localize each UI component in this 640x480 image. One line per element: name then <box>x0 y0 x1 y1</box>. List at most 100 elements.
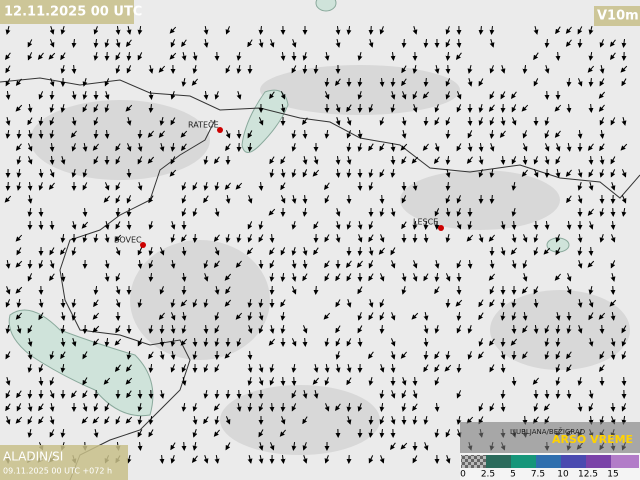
wind-arrow <box>181 208 187 217</box>
wind-arrow <box>357 143 363 152</box>
wind-arrow <box>181 246 187 256</box>
wind-arrow <box>181 143 187 152</box>
wind-arrow <box>82 403 88 412</box>
wind-arrow <box>467 130 473 139</box>
wind-arrow <box>555 234 561 243</box>
wind-arrow <box>412 376 418 386</box>
wind-arrow <box>280 299 286 308</box>
wind-arrow <box>544 156 550 165</box>
wind-arrow <box>15 78 22 86</box>
wind-arrow <box>610 260 616 269</box>
wind-arrow <box>236 51 242 61</box>
wind-arrow <box>92 325 100 333</box>
wind-arrow <box>104 78 110 87</box>
wind-arrow <box>93 403 99 412</box>
legend-swatch <box>536 455 561 468</box>
wind-arrow <box>137 338 143 347</box>
wind-arrow <box>346 338 352 347</box>
wind-arrow <box>599 129 605 139</box>
wind-arrow <box>423 273 429 282</box>
wind-arrow <box>302 455 308 464</box>
wind-arrow <box>269 377 275 386</box>
wind-arrow <box>60 363 66 373</box>
wind-arrow <box>577 169 583 178</box>
wind-arrow <box>477 351 484 359</box>
wind-arrow <box>522 351 528 360</box>
wind-arrow <box>324 403 330 412</box>
wind-arrow <box>302 194 308 204</box>
wind-arrow <box>434 325 440 334</box>
wind-arrow <box>411 312 419 320</box>
wind-arrow <box>291 338 297 347</box>
legend-swatch <box>561 455 586 468</box>
wind-arrow <box>258 442 264 451</box>
wind-arrow <box>27 350 33 360</box>
wind-arrow <box>379 207 385 217</box>
wind-arrow <box>203 273 209 282</box>
wind-arrow <box>82 104 88 113</box>
wind-arrow <box>390 208 396 217</box>
wind-arrow <box>500 402 506 412</box>
wind-arrow <box>621 207 627 217</box>
wind-arrow <box>137 429 143 438</box>
wind-arrow <box>82 234 88 243</box>
wind-arrow <box>258 325 264 334</box>
town-dot <box>438 225 444 231</box>
wind-arrow <box>126 143 132 152</box>
wind-arrow <box>181 182 187 191</box>
wind-arrow <box>566 364 572 373</box>
wind-arrow <box>82 142 88 152</box>
wind-arrow <box>478 312 484 321</box>
wind-arrow <box>401 195 407 204</box>
wind-arrow <box>203 260 209 269</box>
wind-arrow <box>158 65 166 73</box>
wind-arrow <box>313 64 319 74</box>
wind-arrow <box>27 402 33 412</box>
wind-arrow <box>610 234 616 243</box>
wind-arrow <box>191 78 198 86</box>
wind-arrow <box>81 416 89 424</box>
wind-arrow <box>81 221 89 229</box>
wind-arrows <box>4 25 628 464</box>
wind-arrow <box>368 299 374 308</box>
wind-arrow <box>599 169 605 178</box>
wind-arrow <box>478 403 484 412</box>
wind-arrow <box>335 25 341 35</box>
wind-arrow <box>115 25 121 35</box>
wind-arrow <box>422 91 430 99</box>
wind-arrow <box>203 155 209 165</box>
wind-arrow <box>401 377 407 386</box>
wind-arrow <box>423 325 429 334</box>
wind-arrow <box>170 324 176 334</box>
wind-arrow <box>456 260 462 269</box>
wind-arrow <box>214 181 220 191</box>
wind-arrow <box>522 234 528 243</box>
wind-arrow <box>203 455 209 464</box>
wind-arrow <box>115 247 121 256</box>
wind-arrow <box>500 220 506 230</box>
wind-arrow <box>16 403 22 412</box>
wind-arrow <box>587 260 595 268</box>
wind-arrow <box>104 39 110 48</box>
wind-arrow <box>224 273 232 281</box>
wind-arrow <box>225 389 231 399</box>
wind-arrow <box>16 390 22 399</box>
wind-arrow <box>588 299 594 308</box>
wind-arrow <box>115 207 121 217</box>
header-box <box>0 0 134 24</box>
wind-arrow <box>412 104 418 113</box>
wind-arrow <box>181 311 187 321</box>
wind-arrow <box>610 169 616 178</box>
wind-arrow <box>213 234 220 242</box>
wind-arrow <box>213 403 220 411</box>
wind-arrow <box>390 416 396 425</box>
wind-arrow <box>588 155 594 165</box>
wind-arrow <box>521 104 529 112</box>
wind-arrow <box>544 351 550 360</box>
wind-arrow <box>258 312 264 321</box>
wind-arrow <box>544 389 550 399</box>
wind-arrow <box>126 195 132 204</box>
wind-arrow <box>280 195 286 204</box>
wind-arrow <box>170 455 176 464</box>
